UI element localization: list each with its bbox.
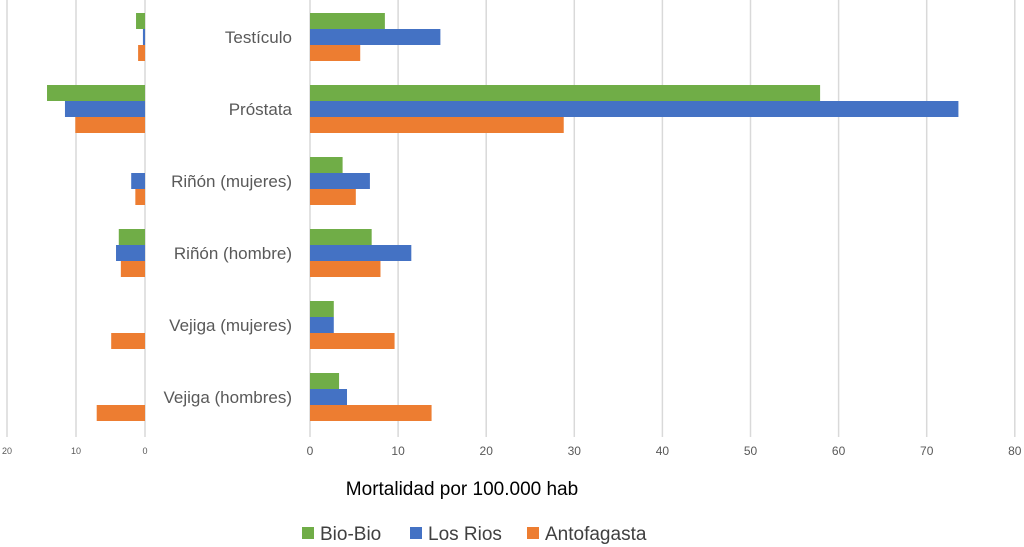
bar-right-vejiga-hombres-bio-bio: [310, 373, 340, 389]
bar-right-rinon-hombre-los-rios: [310, 245, 412, 261]
category-label-rinon-mujeres: Riñón (mujeres): [171, 172, 292, 191]
bar-right-vejiga-mujeres-bio-bio: [310, 301, 334, 317]
bar-right-vejiga-mujeres-los-rios: [310, 317, 334, 333]
bar-right-rinon-hombre-bio-bio: [310, 229, 372, 245]
bar-left-rinon-mujeres-antofagasta: [135, 189, 145, 205]
left-tick-label: 10: [71, 446, 81, 456]
right-tick-label: 40: [656, 444, 670, 458]
bar-right-testiculo-los-rios: [310, 29, 441, 45]
right-tick-label: 30: [568, 444, 582, 458]
left-bars: [47, 13, 145, 421]
legend-label-los-rios: Los Rios: [428, 524, 502, 545]
bar-right-rinon-mujeres-antofagasta: [310, 189, 356, 205]
left-tick-labels: 20 10 0: [2, 446, 148, 456]
category-label-vejiga-mujeres: Vejiga (mujeres): [169, 316, 292, 335]
bar-left-prostata-antofagasta: [75, 117, 145, 133]
legend-label-antofagasta: Antofagasta: [545, 524, 647, 545]
bar-left-testiculo-los-rios: [142, 29, 145, 45]
left-gridlines: [6, 0, 146, 437]
legend-swatch-bio-bio: [302, 527, 314, 539]
legend: Bio-Bio Los Rios Antofagasta: [302, 524, 647, 545]
right-tick-label: 50: [744, 444, 758, 458]
left-tick-label: 0: [142, 446, 147, 456]
right-bars: [310, 13, 959, 421]
bar-left-vejiga-mujeres-antofagasta: [111, 333, 145, 349]
legend-swatch-antofagasta: [527, 527, 539, 539]
category-labels: Testículo Próstata Riñón (mujeres) Riñón (h…: [163, 28, 292, 407]
category-label-testiculo: Testículo: [225, 28, 292, 47]
bar-left-vejiga-hombres-antofagasta: [96, 405, 145, 421]
right-tick-label: 20: [480, 444, 494, 458]
bar-right-prostata-antofagasta: [310, 117, 564, 133]
bar-right-testiculo-bio-bio: [310, 13, 385, 29]
bar-left-rinon-hombre-los-rios: [116, 245, 145, 261]
bar-left-testiculo-bio-bio: [136, 13, 145, 29]
bar-right-vejiga-hombres-los-rios: [310, 389, 348, 405]
bar-right-vejiga-mujeres-antofagasta: [310, 333, 395, 349]
right-tick-label: 10: [391, 444, 405, 458]
category-label-prostata: Próstata: [229, 100, 293, 119]
right-tick-label: 80: [1008, 444, 1022, 458]
legend-swatch-los-rios: [410, 527, 422, 539]
right-tick-label: 60: [832, 444, 846, 458]
bar-right-prostata-bio-bio: [310, 85, 821, 101]
x-axis-label: Mortalidad por 100.000 hab: [346, 479, 578, 500]
right-tick-label: 70: [920, 444, 934, 458]
bar-left-rinon-mujeres-los-rios: [131, 173, 145, 189]
bar-right-prostata-los-rios: [310, 101, 959, 117]
right-tick-label: 0: [307, 444, 314, 458]
bar-left-rinon-hombre-antofagasta: [120, 261, 145, 277]
right-gridlines: [309, 0, 1016, 437]
bar-right-rinon-hombre-antofagasta: [310, 261, 381, 277]
right-tick-labels: 0 10 20 30 40 50 60 70 80: [307, 444, 1022, 458]
category-label-rinon-hombre: Riñón (hombre): [174, 244, 292, 263]
legend-label-bio-bio: Bio-Bio: [320, 524, 381, 545]
bar-right-rinon-mujeres-bio-bio: [310, 157, 343, 173]
bar-left-prostata-bio-bio: [47, 85, 145, 101]
bar-right-vejiga-hombres-antofagasta: [310, 405, 432, 421]
bar-left-rinon-hombre-bio-bio: [118, 229, 145, 245]
left-tick-label: 20: [2, 446, 12, 456]
bar-right-rinon-mujeres-los-rios: [310, 173, 370, 189]
category-label-vejiga-hombres: Vejiga (hombres): [163, 388, 292, 407]
bar-left-prostata-los-rios: [64, 101, 145, 117]
bar-left-testiculo-antofagasta: [138, 45, 145, 61]
bar-right-testiculo-antofagasta: [310, 45, 361, 61]
